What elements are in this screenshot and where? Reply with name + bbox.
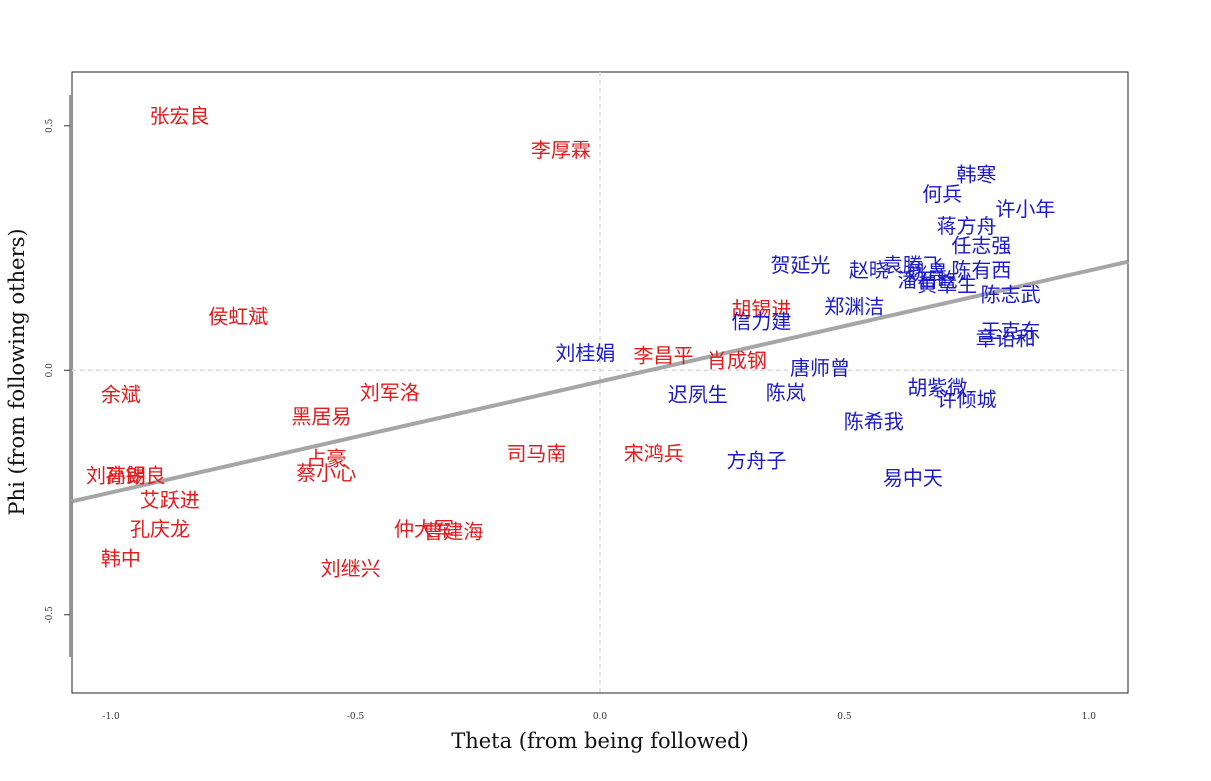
point-label: 袁腾飞	[883, 253, 943, 277]
x-axis-title: Theta (from being followed)	[451, 729, 749, 753]
point-label: 姚晨	[908, 260, 948, 284]
point-label: 蔡小心	[296, 461, 356, 485]
x-tick-label: 0.5	[837, 712, 852, 722]
point-label: 陈希我	[844, 410, 904, 434]
point-label: 韩寒	[956, 163, 996, 187]
point-label: 李昌平	[634, 344, 694, 368]
point-label: 章诒和	[976, 326, 1036, 350]
point-label: 孙锡良	[106, 463, 166, 487]
x-tick-label: -0.5	[347, 712, 365, 722]
point-label: 赵晓	[849, 258, 889, 282]
axis-ticks: -1.0 -0.5 0.0 0.5 1.0 -0.5 0.0 0.5	[45, 118, 1096, 722]
point-label: 潘石屹	[898, 268, 958, 292]
point-label: 陈有西	[951, 258, 1011, 282]
point-label: 唐师曾	[790, 356, 850, 380]
point-label: 何兵	[922, 182, 962, 206]
point-label: 肖成钢	[707, 348, 767, 372]
point-label: 刘军洛	[360, 380, 420, 404]
point-label: 陈岚	[766, 380, 806, 404]
point-label: 张宏良	[150, 104, 210, 128]
x-tick-label: 0.0	[593, 712, 608, 722]
y-tick-label: 0.0	[45, 363, 55, 378]
point-label: 仲大军	[394, 517, 454, 541]
point-label: 刘继兴	[321, 556, 381, 580]
point-label: 方舟子	[726, 449, 786, 473]
y-tick-label: -0.5	[45, 606, 55, 624]
point-label: 艾跃进	[140, 488, 200, 512]
point-label: 任志强	[951, 234, 1011, 258]
point-label: 王克东	[981, 319, 1041, 343]
point-label: 陈志武	[981, 282, 1041, 306]
point-label: 孔庆龙	[130, 517, 190, 541]
point-label: 刘桂娟	[555, 341, 615, 365]
point-label: 侯虹斌	[208, 304, 268, 328]
point-label: 刘高朗	[86, 463, 146, 487]
point-label: 占豪	[306, 446, 346, 470]
point-label: 余斌	[101, 383, 141, 407]
point-label: 胡紫微	[907, 375, 967, 399]
point-label: 司马南	[506, 441, 566, 465]
point-label: 曹建海	[423, 520, 483, 544]
y-axis-title: Phi (from following others)	[5, 228, 29, 515]
regression-line	[71, 259, 1129, 504]
point-label: 宋鸿兵	[624, 441, 684, 465]
reference-lines	[72, 72, 1128, 693]
point-label: 贺延光	[770, 253, 830, 277]
y-tick-label: 0.5	[45, 118, 55, 133]
point-label: 黄章生	[917, 273, 977, 297]
point-label: 信力建	[731, 309, 791, 333]
point-label: 许小年	[995, 197, 1055, 221]
point-label: 胡锡进	[731, 297, 791, 321]
x-tick-label: -1.0	[102, 712, 120, 722]
fit-line-group	[71, 259, 1129, 504]
point-label: 郑渊洁	[824, 295, 884, 319]
point-label: 李厚霖	[531, 138, 591, 162]
x-tick-label: 1.0	[1082, 712, 1097, 722]
point-label: 易中天	[883, 466, 943, 490]
point-label: 许倾城	[937, 388, 997, 412]
point-label: 迟夙生	[668, 383, 728, 407]
point-label: 韩中	[101, 547, 141, 571]
point-label: 蒋方舟	[937, 214, 997, 238]
point-label: 黑居易	[291, 405, 351, 429]
